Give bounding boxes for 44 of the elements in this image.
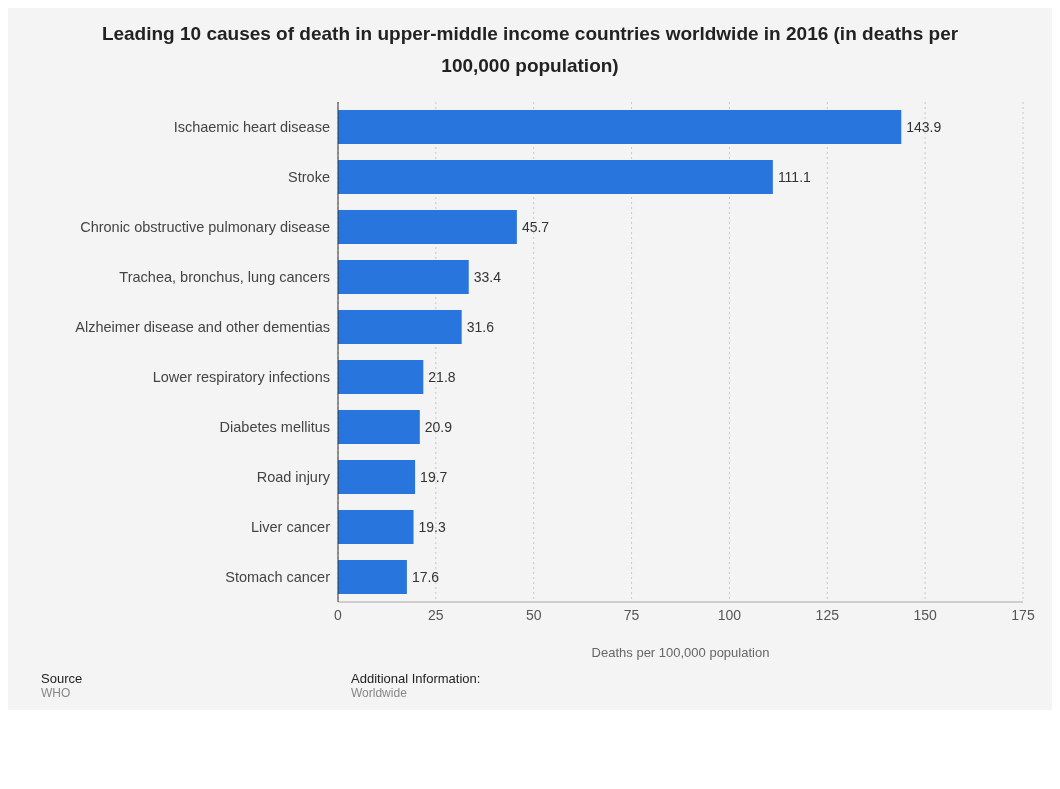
y-tick-label: Road injury [256, 469, 331, 486]
x-tick-label: 50 [525, 606, 542, 623]
x-tick-label: 25 [428, 606, 444, 623]
bar [338, 460, 416, 494]
y-tick-label: Chronic obstructive pulmonary disease [80, 219, 330, 236]
y-tick-label: Ischaemic heart disease [173, 119, 330, 136]
data-label: 19.3 [418, 518, 447, 535]
x-tick-label: 0 [334, 606, 343, 623]
data-label: 19.7 [420, 468, 448, 485]
x-tick-label: 125 [815, 606, 840, 623]
x-tick-label: 175 [1011, 606, 1035, 623]
data-label: 31.6 [466, 318, 495, 335]
bar [338, 310, 462, 344]
bar [338, 410, 420, 444]
x-tick-label: 150 [913, 606, 938, 623]
data-label: 17.6 [411, 568, 440, 585]
bar [338, 260, 469, 294]
x-tick-label: 100 [717, 606, 742, 623]
x-tick-label: 75 [623, 606, 640, 623]
data-label: 33.4 [473, 268, 502, 285]
y-tick-label: Stroke [288, 169, 330, 186]
y-tick-label: Lower respiratory infections [152, 369, 330, 386]
bar [338, 210, 517, 244]
bar [338, 560, 407, 594]
y-tick-label: Liver cancer [251, 519, 331, 536]
x-axis-title: Deaths per 100,000 population [591, 645, 770, 660]
bar [338, 510, 414, 544]
chart-title: Leading 10 causes of death in upper-middle income countries worldwide in 2016 (in deaths per 100,000 population) [100, 22, 960, 78]
text: WHO [41, 686, 72, 700]
text: Worldwide [351, 686, 408, 700]
data-label: 143.9 [906, 118, 942, 135]
data-label: 21.8 [428, 368, 456, 385]
data-label: 45.7 [521, 218, 550, 235]
text: Source [41, 671, 84, 686]
bar [338, 110, 902, 144]
y-tick-label: Alzheimer disease and other dementias [75, 319, 330, 336]
data-label: 20.9 [424, 418, 453, 435]
data-label: 111.1 [777, 168, 812, 185]
bar [338, 360, 424, 394]
y-tick-label: Diabetes mellitus [219, 419, 330, 436]
y-tick-label: Trachea, bronchus, lung cancers [119, 269, 330, 286]
text: Additional Information: [351, 671, 482, 686]
y-tick-label: Stomach cancer [225, 569, 331, 586]
bar [338, 160, 773, 194]
